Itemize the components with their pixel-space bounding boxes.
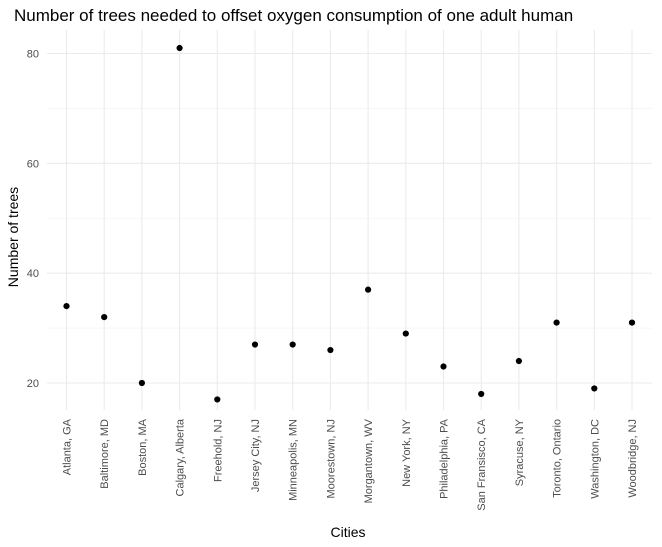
chart-title: Number of trees needed to offset oxygen … <box>14 6 573 25</box>
x-tick-label: Washington, DC <box>589 419 601 499</box>
data-point <box>101 314 108 321</box>
data-point <box>515 357 523 365</box>
data-point <box>591 385 598 392</box>
data-point <box>176 44 183 52</box>
y-tick-label: 80 <box>27 49 39 61</box>
x-tick-label: Baltimore, MD <box>99 419 111 489</box>
data-point <box>478 390 485 398</box>
data-point <box>628 319 636 326</box>
x-tick-label: Minneapolis, MN <box>288 419 300 501</box>
x-axis-title: Cities <box>330 524 365 540</box>
y-tick-label: 20 <box>27 378 39 390</box>
data-point <box>63 303 70 310</box>
data-point <box>251 341 259 348</box>
data-point <box>289 341 296 348</box>
x-tick-label: Boston, MA <box>137 418 149 476</box>
x-tick-label: Morgantown, WV <box>363 418 375 503</box>
grid-layer <box>47 30 652 410</box>
x-tick-label: Freehold, NJ <box>212 419 224 482</box>
data-point <box>214 396 221 403</box>
data-point <box>440 363 447 370</box>
data-point <box>138 379 145 387</box>
data-point <box>365 286 372 293</box>
data-point <box>327 346 334 354</box>
x-tick-label: Atlanta, GA <box>62 418 74 475</box>
y-axis-title: Number of trees <box>5 187 21 287</box>
x-tick-label: Philadelphia, PA <box>439 418 451 499</box>
data-point <box>402 330 409 337</box>
x-tick-label: Woodbridge, NJ <box>627 419 639 498</box>
y-tick-label: 40 <box>27 268 39 280</box>
x-tick-label: Toronto, Ontario <box>552 419 564 498</box>
y-tick-labels: 20 40 60 80 <box>27 49 39 391</box>
x-tick-label: Jersey City, NJ <box>250 419 262 492</box>
x-tick-labels: Atlanta, GA Baltimore, MD Boston, MA Calgar… <box>62 418 640 511</box>
x-tick-label: New York, NY <box>401 418 413 487</box>
data-point <box>553 319 560 326</box>
y-tick-label: 60 <box>27 158 39 170</box>
x-tick-label: Moorestown, NJ <box>325 419 337 498</box>
data-points <box>63 44 636 403</box>
x-tick-label: San Fransisco, CA <box>476 418 488 510</box>
x-tick-label: Calgary, Alberta <box>175 418 187 496</box>
x-tick-label: Syracuse, NY <box>514 418 526 486</box>
